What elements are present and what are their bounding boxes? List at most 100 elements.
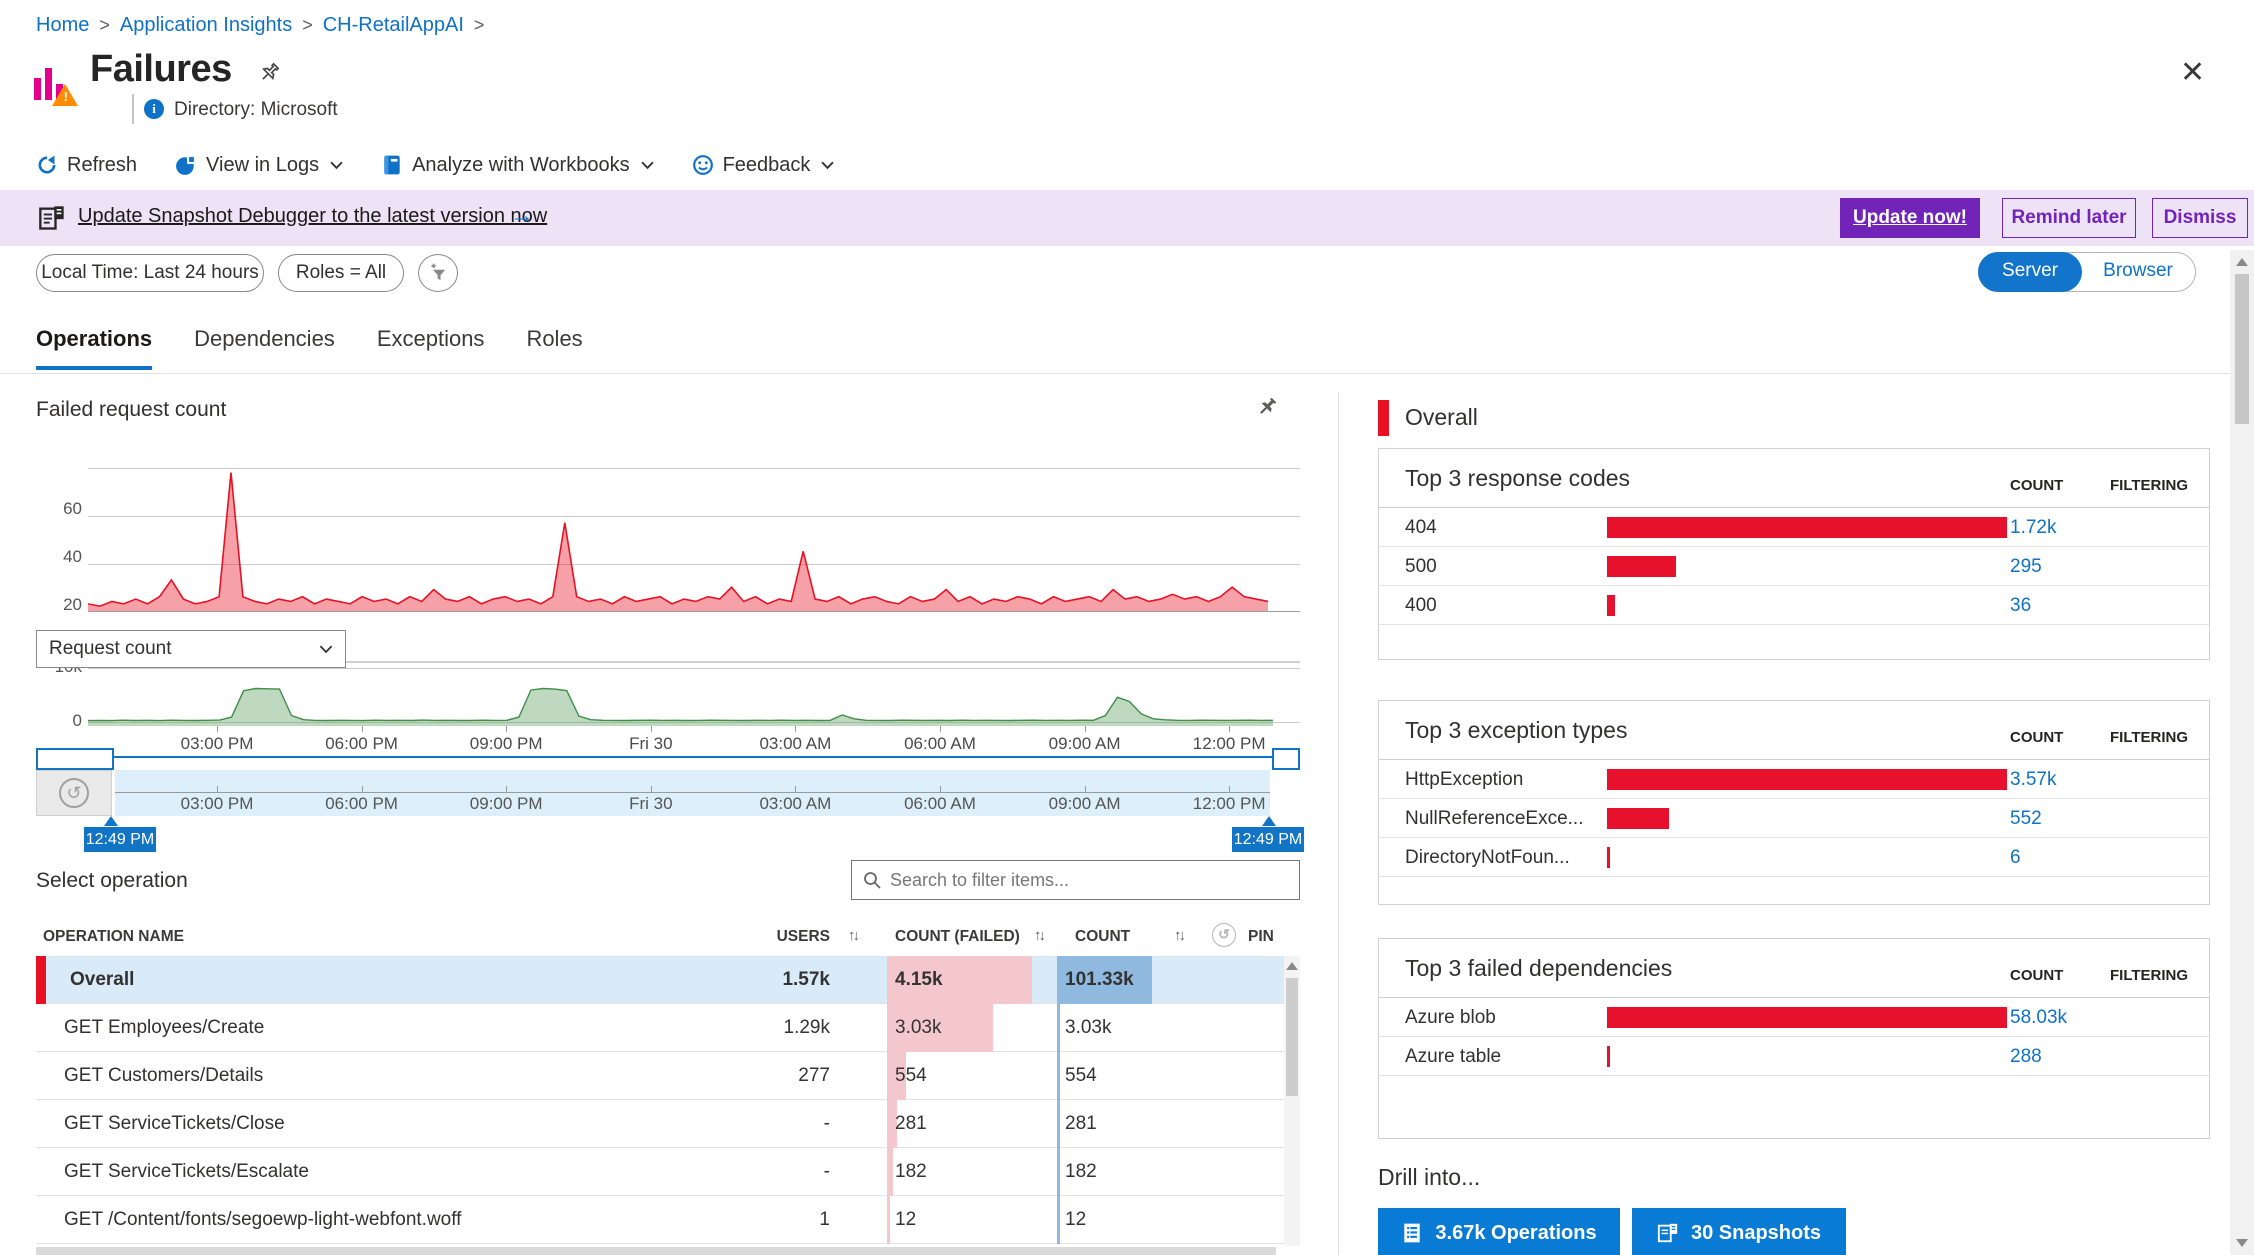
time-range-filter-pill[interactable]: Local Time: Last 24 hours <box>36 254 264 292</box>
refresh-button[interactable]: Refresh <box>36 154 137 177</box>
top-failed-dependencies-card: Top 3 failed dependencies COUNT FILTERIN… <box>1378 938 2210 1139</box>
analyze-with-workbooks-button[interactable]: Analyze with Workbooks <box>381 154 654 177</box>
card-title: Top 3 response codes <box>1405 465 1631 491</box>
add-filter-button[interactable] <box>418 254 458 292</box>
sort-count-icon[interactable]: ↑↓ <box>1174 927 1186 944</box>
operation-name-cell: GET Employees/Create <box>64 1017 265 1038</box>
brush-end-marker[interactable] <box>1262 816 1276 826</box>
table-horizontal-scrollbar[interactable] <box>36 1247 1276 1255</box>
drill-snapshots-button[interactable]: 30 Snapshots <box>1632 1208 1846 1255</box>
column-users[interactable]: USERS <box>776 928 830 945</box>
column-count-failed[interactable]: COUNT (FAILED) <box>895 928 1020 945</box>
failed-request-count-title: Failed request count <box>36 398 227 421</box>
count-failed-cell: 4.15k <box>887 956 1032 1004</box>
breadcrumb-home[interactable]: Home <box>36 14 90 36</box>
count-column-header: COUNT <box>2010 477 2064 494</box>
tab-roles[interactable]: Roles <box>526 326 583 351</box>
failed-bar <box>887 956 1032 1004</box>
tab-dependencies[interactable]: Dependencies <box>194 326 335 351</box>
chevron-down-icon <box>640 161 654 170</box>
toggle-server[interactable]: Server <box>1978 252 2082 292</box>
time-axis-label: Fri 30 <box>629 794 673 813</box>
arrow-right-icon[interactable]: → <box>510 202 534 229</box>
card-row: 404 1.72k <box>1379 508 2209 547</box>
time-axis-label: 06:00 PM <box>325 734 398 753</box>
scroll-down-icon[interactable] <box>2236 1239 2248 1247</box>
count-failed-cell: 554 <box>887 1052 1032 1100</box>
brush-end-time-badge[interactable]: 12:49 PM <box>1232 827 1304 852</box>
sort-count-failed-icon[interactable]: ↑↓ <box>1034 927 1046 944</box>
analyze-with-workbooks-label: Analyze with Workbooks <box>412 153 630 176</box>
drill-operations-button[interactable]: 3.67k Operations <box>1378 1208 1620 1255</box>
page-scrollbar[interactable] <box>2230 250 2254 1255</box>
brush-start-time-badge[interactable]: 12:49 PM <box>84 827 156 852</box>
update-snapshot-debugger-link[interactable]: Update Snapshot Debugger to the latest v… <box>78 205 548 227</box>
table-row[interactable]: GET ServiceTickets/Close - 281 281 <box>36 1100 1284 1148</box>
card-row-count-link[interactable]: 552 <box>2010 808 2042 829</box>
table-row[interactable]: GET Customers/Details 277 554 554 <box>36 1052 1284 1100</box>
update-now-button[interactable]: Update now! <box>1840 198 1980 238</box>
search-input[interactable] <box>890 869 1289 891</box>
breadcrumb-separator: > <box>473 15 485 35</box>
brush-reset-button[interactable]: ↺ <box>36 770 112 816</box>
card-row-count-link[interactable]: 295 <box>2010 556 2042 577</box>
table-row[interactable]: Overall 1.57k 4.15k 101.33k <box>36 956 1284 1004</box>
users-cell: 1 <box>819 1209 830 1230</box>
column-count[interactable]: COUNT <box>1075 928 1131 945</box>
drill-operations-label: 3.67k Operations <box>1435 1221 1597 1244</box>
time-axis-label: 06:00 AM <box>904 734 976 753</box>
tab-operations[interactable]: Operations <box>36 326 153 370</box>
pin-chart-icon[interactable] <box>1254 394 1280 420</box>
brush-left-handle[interactable] <box>36 748 114 770</box>
table-row[interactable]: GET ServiceTickets/Escalate - 182 182 <box>36 1148 1284 1196</box>
card-row-count-link[interactable]: 288 <box>2010 1046 2042 1067</box>
refresh-label: Refresh <box>67 153 138 176</box>
card-row-count-link[interactable]: 36 <box>2010 595 2032 616</box>
brush-right-handle[interactable] <box>1272 748 1300 770</box>
card-row-count-link[interactable]: 1.72k <box>2010 517 2057 538</box>
card-row: 500 295 <box>1379 547 2209 586</box>
card-row-count-link[interactable]: 3.57k <box>2010 769 2057 790</box>
dismiss-button[interactable]: Dismiss <box>2152 198 2248 238</box>
scrollbar-thumb[interactable] <box>1286 978 1298 1096</box>
card-row: 400 36 <box>1379 586 2209 625</box>
brush-start-marker[interactable] <box>104 816 118 826</box>
request-count-chart <box>88 664 1300 726</box>
table-row[interactable]: GET /Content/fonts/segoewp-light-webfont… <box>36 1196 1284 1244</box>
card-row-count-link[interactable]: 58.03k <box>2010 1007 2068 1028</box>
feedback-button[interactable]: Feedback <box>692 154 835 177</box>
breadcrumb-application-insights[interactable]: Application Insights <box>119 14 293 36</box>
metric-dropdown-value: Request count <box>49 638 172 659</box>
card-row-count-link[interactable]: 6 <box>2010 847 2021 868</box>
operation-name-cell: GET /Content/fonts/segoewp-light-webfont… <box>64 1209 462 1230</box>
scroll-up-icon[interactable] <box>2236 258 2248 266</box>
failed-bar <box>887 1148 894 1196</box>
remind-later-button[interactable]: Remind later <box>2002 198 2136 238</box>
breadcrumb-separator: > <box>99 15 110 35</box>
count-bar <box>1057 1196 1060 1244</box>
sort-users-icon[interactable]: ↑↓ <box>848 927 860 944</box>
time-axis: 03:00 PM 06:00 PM 09:00 PM Fri 30 03:00 AM 06… <box>88 734 1300 756</box>
table-scrollbar[interactable] <box>1284 956 1300 1246</box>
pin-blade-icon[interactable] <box>256 60 282 86</box>
breadcrumb-resource[interactable]: CH-RetailAppAI <box>322 14 464 36</box>
view-in-logs-button[interactable]: View in Logs <box>175 154 343 177</box>
card-row-bar <box>1607 847 1610 868</box>
toggle-browser[interactable]: Browser <box>2103 260 2173 281</box>
operation-name-cell: GET ServiceTickets/Escalate <box>64 1161 309 1182</box>
overall-accent-bar <box>1378 400 1389 436</box>
close-icon[interactable]: ✕ <box>2180 56 2206 89</box>
roles-filter-pill[interactable]: Roles = All <box>278 254 404 292</box>
column-operation-name[interactable]: OPERATION NAME <box>43 928 184 945</box>
scrollbar-thumb[interactable] <box>2235 274 2249 424</box>
card-rows: HttpException 3.57k NullReferenceExce...… <box>1379 759 2209 877</box>
time-axis-tick <box>1084 786 1086 792</box>
tab-exceptions[interactable]: Exceptions <box>376 326 485 351</box>
table-row[interactable]: GET Employees/Create 1.29k 3.03k 3.03k <box>36 1004 1284 1052</box>
metric-dropdown[interactable]: Request count <box>36 630 346 668</box>
reset-pins-icon[interactable]: ↺ <box>1212 923 1236 947</box>
scroll-up-icon[interactable] <box>1286 962 1298 970</box>
brush-selection-band[interactable] <box>115 770 1270 816</box>
count-bar <box>1057 1148 1060 1196</box>
